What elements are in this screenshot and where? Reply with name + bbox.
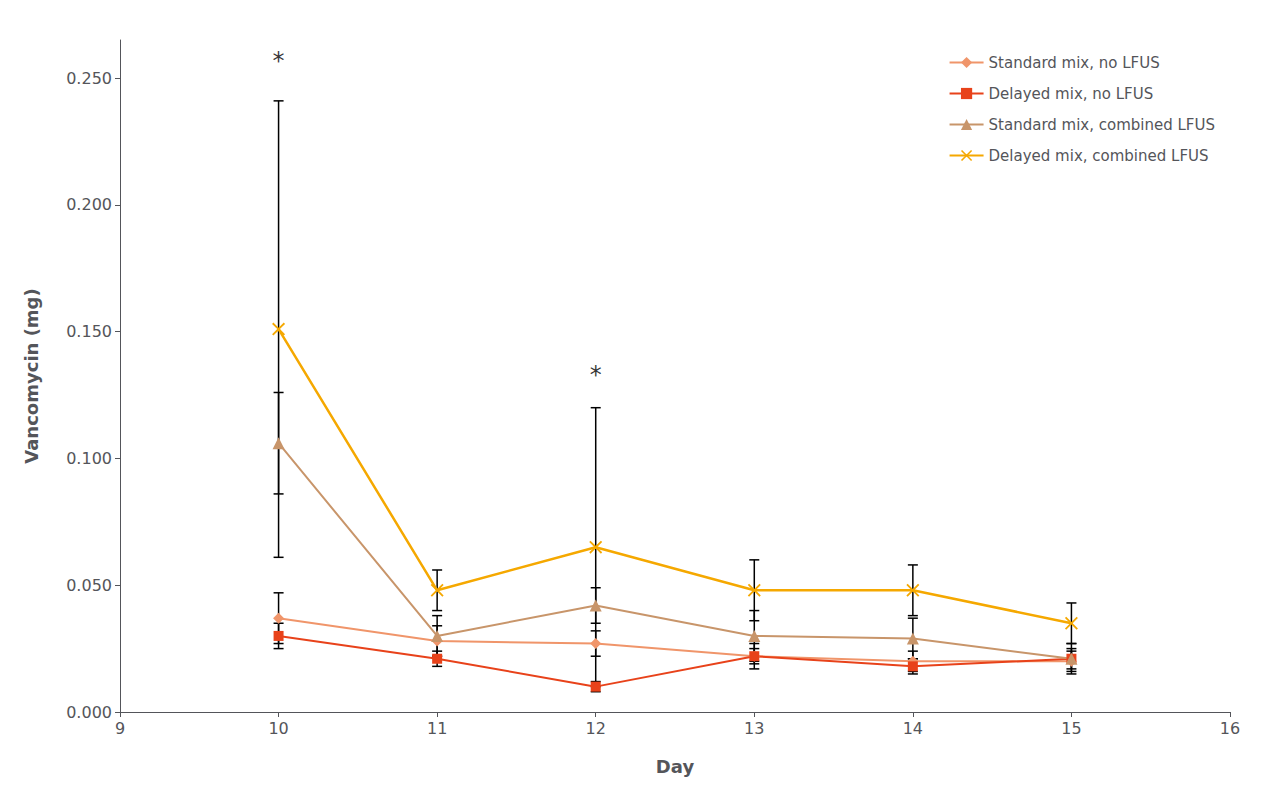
- svg-text:12: 12: [586, 719, 606, 738]
- svg-text:14: 14: [903, 719, 923, 738]
- svg-text:*: *: [590, 361, 602, 389]
- svg-text:Standard mix, combined LFUS: Standard mix, combined LFUS: [989, 116, 1215, 134]
- svg-text:Delayed mix, combined LFUS: Delayed mix, combined LFUS: [989, 147, 1209, 165]
- svg-text:10: 10: [268, 719, 288, 738]
- svg-text:Vancomycin (mg): Vancomycin (mg): [21, 288, 42, 463]
- svg-text:11: 11: [427, 719, 447, 738]
- svg-text:*: *: [273, 47, 285, 75]
- svg-text:0.000: 0.000: [66, 703, 112, 722]
- svg-text:0.050: 0.050: [66, 576, 112, 595]
- svg-text:15: 15: [1061, 719, 1081, 738]
- svg-text:Standard mix, no LFUS: Standard mix, no LFUS: [989, 54, 1160, 72]
- svg-text:0.250: 0.250: [66, 69, 112, 88]
- svg-text:Day: Day: [656, 756, 695, 777]
- svg-text:0.150: 0.150: [66, 322, 112, 341]
- svg-text:16: 16: [1220, 719, 1240, 738]
- svg-text:Delayed mix, no LFUS: Delayed mix, no LFUS: [989, 85, 1154, 103]
- svg-text:13: 13: [744, 719, 764, 738]
- svg-text:9: 9: [115, 719, 125, 738]
- svg-text:0.200: 0.200: [66, 195, 112, 214]
- svg-text:0.100: 0.100: [66, 449, 112, 468]
